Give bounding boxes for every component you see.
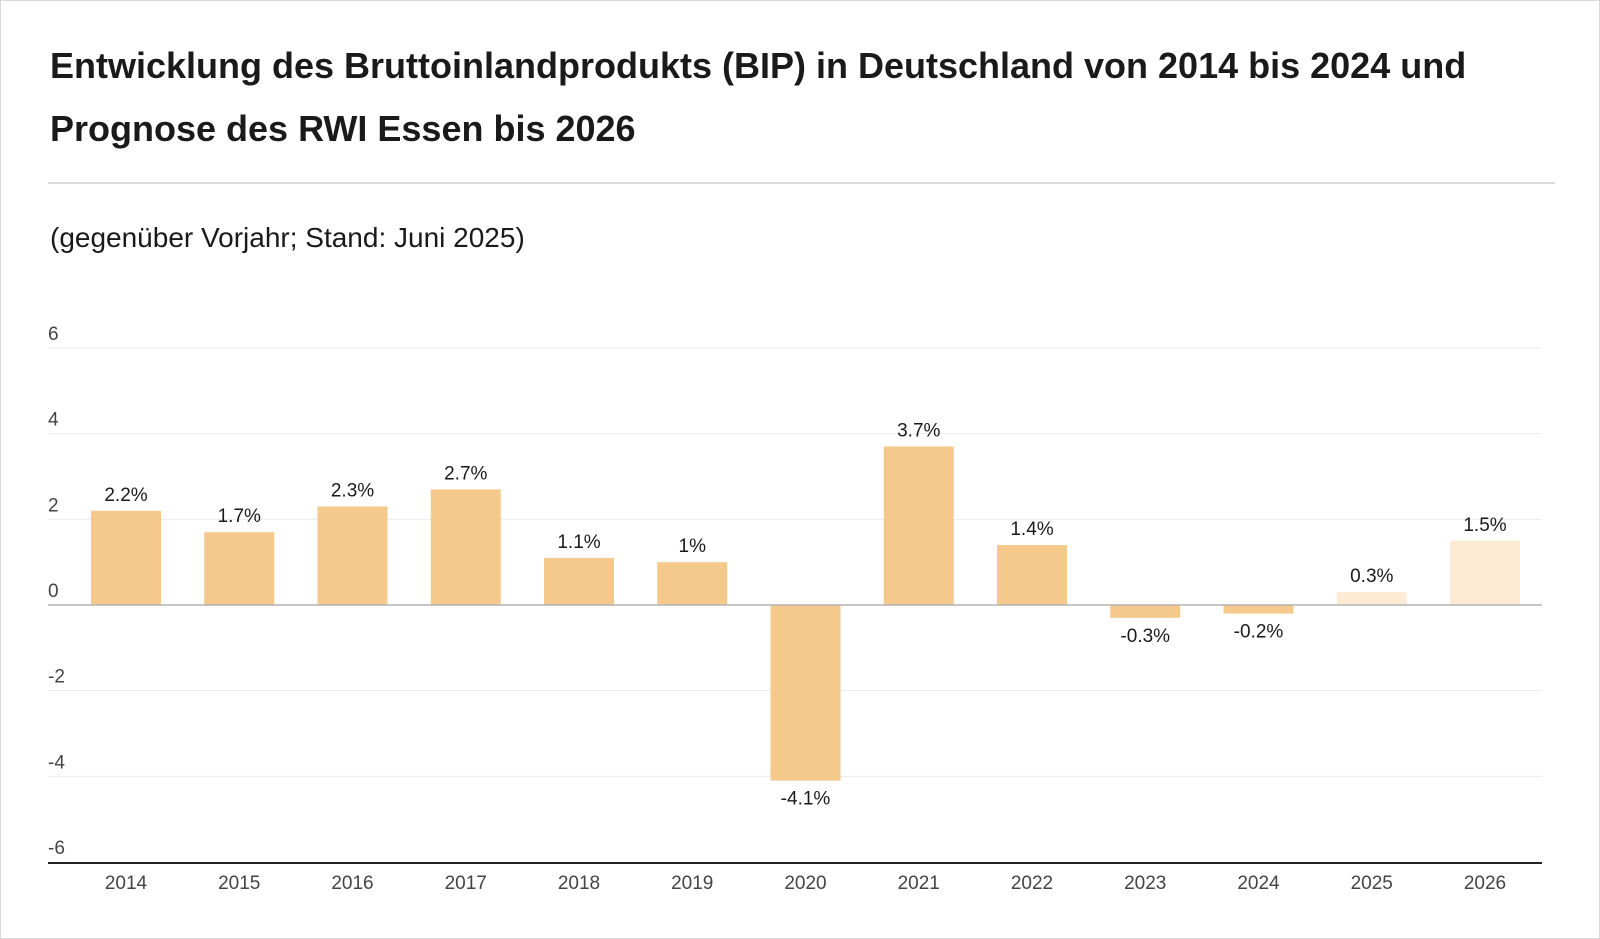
x-tick-label: 2026	[1464, 873, 1506, 894]
bar-2016	[317, 506, 388, 605]
chart-title: Entwicklung des Bruttoinlandprodukts (BI…	[50, 45, 1467, 149]
data-label: 1.7%	[218, 506, 261, 527]
bar-2019	[657, 562, 728, 605]
y-tick-label: 0	[48, 581, 59, 602]
data-label: -4.1%	[781, 789, 831, 810]
axes: 6 4 2 0 -2 -4 -6 2014 2015 2016 2017 2018 2019 2020 20…	[48, 324, 1542, 894]
data-label: 1.1%	[557, 532, 600, 553]
bar-2014	[91, 510, 161, 605]
data-label: 1%	[679, 536, 707, 557]
bar-2021	[883, 446, 954, 605]
bar-2018	[544, 557, 614, 605]
data-labels: 2.2% 1.7% 2.3% 2.7% 1.1% 1% -4.1% 3.7% 1.4% -0.3%…	[104, 421, 1506, 810]
x-tick-label: 2019	[671, 873, 713, 894]
data-label: 1.5%	[1463, 515, 1506, 536]
y-tick-label: 2	[48, 495, 59, 516]
data-label: 2.7%	[444, 463, 487, 484]
y-tick-label: -2	[48, 667, 65, 688]
data-label: 0.3%	[1350, 566, 1393, 587]
bar-2023	[1110, 605, 1181, 618]
x-tick-label: 2017	[445, 873, 487, 894]
data-label: -0.2%	[1234, 622, 1284, 643]
x-tick-label: 2024	[1237, 873, 1280, 894]
x-tick-label: 2015	[218, 873, 260, 894]
x-tick-label: 2025	[1351, 873, 1393, 894]
x-tick-label: 2018	[558, 873, 600, 894]
x-tick-label: 2023	[1124, 873, 1166, 894]
x-tick-label: 2021	[898, 873, 940, 894]
title-divider	[48, 182, 1555, 184]
x-tick-label: 2022	[1011, 873, 1053, 894]
bars	[91, 446, 1520, 781]
x-tick-label: 2014	[105, 873, 148, 894]
bar-2015	[204, 532, 275, 605]
x-tick-label: 2016	[331, 873, 373, 894]
y-tick-label: 4	[48, 410, 59, 431]
y-tick-label: -6	[48, 838, 65, 859]
bar-2017	[430, 489, 501, 605]
x-tick-label: 2020	[784, 873, 826, 894]
y-tick-label: -4	[48, 752, 65, 773]
chart-subtitle: (gegenüber Vorjahr; Stand: Juni 2025)	[50, 222, 525, 253]
data-label: 1.4%	[1010, 519, 1053, 540]
data-label: 2.2%	[104, 485, 147, 506]
data-label: 2.3%	[331, 480, 374, 501]
bar-2026	[1450, 540, 1520, 605]
bar-2025	[1336, 592, 1407, 605]
data-label: 3.7%	[897, 421, 940, 442]
bar-2024	[1223, 605, 1294, 614]
bar-2020	[770, 605, 841, 781]
data-label: -0.3%	[1120, 626, 1170, 647]
y-tick-label: 6	[48, 324, 59, 345]
bar-2022	[997, 545, 1067, 605]
